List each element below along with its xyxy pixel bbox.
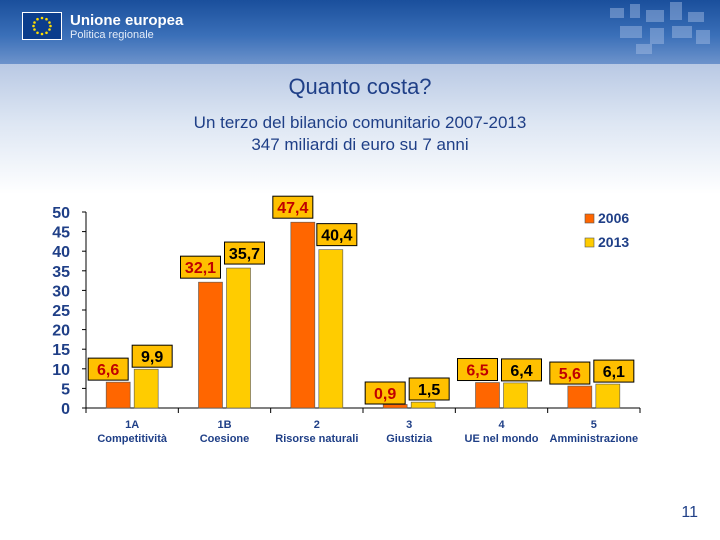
value-label-2013-3: 1,5	[418, 382, 440, 399]
value-label-2006-5: 5,6	[559, 366, 581, 383]
y-tick-label: 10	[52, 362, 70, 379]
slide-title: Quanto costa?	[288, 74, 432, 99]
category-name: UE nel mondo	[465, 433, 539, 445]
bar-2006-3	[382, 404, 408, 409]
category-number: 5	[591, 419, 597, 431]
value-label-box	[224, 241, 265, 265]
value-label-2013-4: 6,4	[510, 363, 532, 380]
bar-2013-2	[318, 249, 344, 409]
value-label-box	[180, 255, 221, 279]
bar-2013-4	[503, 382, 528, 409]
value-label-box	[501, 358, 542, 382]
value-label-2006-4: 6,5	[466, 363, 488, 380]
y-tick-label: 50	[52, 205, 70, 222]
page-number: 11	[681, 504, 698, 521]
brand: Unione europea Politica regionale	[70, 12, 183, 42]
y-tick-label: 15	[52, 342, 70, 359]
y-tick-label: 45	[52, 225, 70, 242]
legend-swatch-2013	[584, 237, 595, 248]
value-label-2013-1B: 35,7	[229, 246, 260, 263]
legend-label-2006: 2006	[598, 210, 629, 226]
value-label-box	[457, 358, 498, 382]
y-tick-label: 25	[52, 303, 70, 320]
category-name: Giustizia	[386, 433, 433, 445]
bar-2006-2	[290, 221, 316, 409]
value-label-2006-3: 0,9	[374, 386, 396, 403]
value-label-2013-1A: 9,9	[141, 349, 163, 366]
value-label-box	[549, 361, 591, 385]
y-tick-label: 30	[52, 283, 70, 300]
bar-2006-4	[475, 382, 500, 409]
slide-subtitle: Un terzo del bilancio comunitario 2007-2…	[0, 112, 720, 156]
budget-bar-chart: 051015202530354045506,69,91ACompetitivit…	[52, 195, 641, 445]
category-name: Coesione	[200, 433, 250, 445]
bar-2013-1B	[226, 267, 251, 409]
category-number: 3	[406, 419, 412, 431]
bar-2013-1A	[133, 368, 159, 409]
eu-flag-icon	[22, 12, 62, 40]
category-number: 1B	[217, 419, 231, 431]
value-label-box	[364, 381, 406, 405]
bar-2006-1A	[105, 381, 131, 409]
value-label-2006-2: 47,4	[277, 200, 308, 217]
y-tick-label: 35	[52, 264, 70, 281]
category-number: 2	[314, 419, 320, 431]
subtitle-line-1: Un terzo del bilancio comunitario 2007-2…	[193, 113, 527, 132]
value-label-box	[131, 344, 173, 368]
brand-subtitle: Politica regionale	[70, 29, 154, 41]
category-number: 1A	[125, 419, 139, 431]
value-label-2006-1A: 6,6	[97, 362, 119, 379]
bar-2013-3	[410, 401, 436, 409]
bar-2006-1B	[198, 281, 223, 409]
legend-swatch-2006	[584, 213, 595, 224]
category-name: Competitività	[97, 433, 168, 445]
value-label-box	[316, 223, 358, 247]
y-tick-label: 0	[61, 401, 70, 418]
category-name: Risorse naturali	[275, 433, 358, 445]
brand-title: Unione europea	[70, 12, 184, 29]
bar-2006-5	[567, 385, 593, 409]
value-label-box	[272, 195, 314, 219]
category-name: Amministrazione	[550, 433, 639, 445]
header-bar: Unione europea Politica regionale	[0, 0, 720, 64]
y-tick-label: 5	[61, 381, 70, 398]
value-label-2013-5: 6,1	[603, 364, 625, 381]
subtitle-line-2: 347 miliardi di euro su 7 anni	[251, 135, 469, 154]
value-label-box	[593, 359, 635, 383]
y-tick-label: 20	[52, 323, 70, 340]
header-gradient	[0, 64, 720, 194]
value-label-2006-1B: 32,1	[185, 260, 216, 277]
category-number: 4	[498, 419, 505, 431]
value-label-2013-2: 40,4	[321, 228, 352, 245]
value-label-box	[87, 357, 129, 381]
bar-2013-5	[595, 383, 621, 409]
value-label-box	[408, 377, 450, 401]
legend-label-2013: 2013	[598, 234, 629, 250]
europe-map-icon	[610, 2, 710, 54]
y-tick-label: 40	[52, 244, 70, 261]
